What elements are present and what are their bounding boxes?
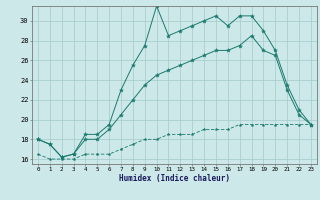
X-axis label: Humidex (Indice chaleur): Humidex (Indice chaleur) [119,174,230,183]
